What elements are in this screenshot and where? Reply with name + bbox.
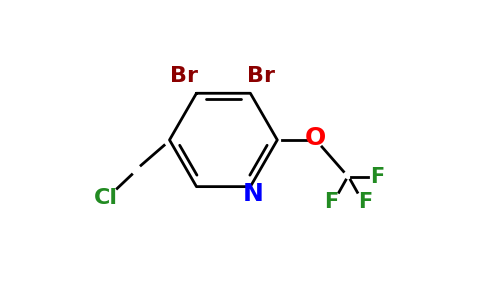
Text: N: N	[243, 182, 264, 206]
Text: Br: Br	[247, 66, 275, 86]
Text: F: F	[370, 167, 384, 187]
Text: Cl: Cl	[94, 188, 119, 208]
Text: F: F	[358, 192, 372, 212]
Text: O: O	[305, 126, 326, 150]
Text: Br: Br	[170, 66, 198, 86]
Text: F: F	[324, 192, 338, 212]
